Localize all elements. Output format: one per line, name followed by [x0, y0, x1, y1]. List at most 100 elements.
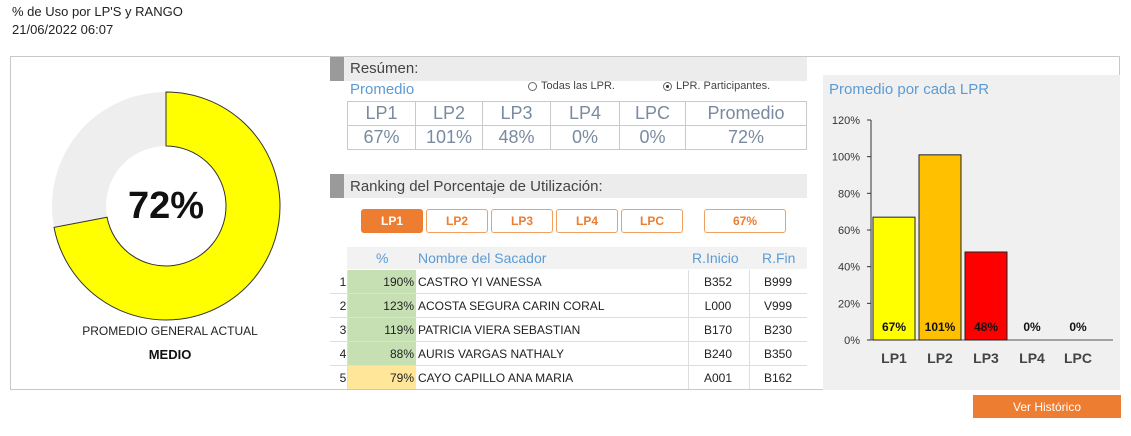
- table-row[interactable]: 5 79% CAYO CAPILLO ANA MARIA A001 B162: [330, 366, 807, 390]
- row-inicio: B240: [703, 347, 733, 361]
- col-lp2: LP2: [415, 101, 483, 126]
- y-tick-label: 120%: [832, 115, 860, 127]
- section-marker: [330, 57, 344, 81]
- radio-participants-label: LPR. Participantes.: [676, 80, 771, 92]
- table-row[interactable]: 1 190% CASTRO YI VANESSA B352 B999: [330, 270, 807, 294]
- tab-lpc[interactable]: LPC: [621, 209, 683, 233]
- row-fin: V999: [763, 299, 793, 313]
- radio-participants[interactable]: LPR. Participantes.: [663, 80, 770, 92]
- row-fin: B230: [763, 323, 793, 337]
- row-percent: 190%: [348, 270, 416, 293]
- row-percent: 123%: [348, 294, 416, 317]
- tab-value: 67%: [704, 209, 786, 233]
- table-row[interactable]: 2 123% ACOSTA SEGURA CARIN CORAL L000 V9…: [330, 294, 807, 318]
- column-divider: [347, 270, 348, 389]
- val-lp4: 0%: [550, 125, 620, 150]
- row-inicio: L000: [704, 299, 732, 313]
- row-number: 2: [339, 299, 347, 313]
- tab-lp1[interactable]: LP1: [361, 209, 423, 233]
- row-name: AURIS VARGAS NATHALY: [418, 347, 565, 361]
- y-tick-label: 80%: [838, 188, 860, 200]
- report-datetime: 21/06/2022 06:07: [12, 22, 114, 37]
- bar-value-label: 0%: [1023, 320, 1041, 334]
- tab-lp2[interactable]: LP2: [426, 209, 488, 233]
- col-fin: R.Fin: [762, 250, 796, 266]
- col-lp3: LP3: [482, 101, 551, 126]
- donut-fill: [53, 91, 281, 321]
- row-number: 4: [339, 347, 347, 361]
- chart-title: Promedio por cada LPR: [829, 81, 990, 98]
- column-divider: [688, 270, 689, 389]
- x-tick-label: LPC: [1064, 350, 1092, 366]
- col-lp1: LP1: [347, 101, 416, 126]
- resumen-subtitle: Promedio: [350, 81, 415, 98]
- row-fin: B350: [763, 347, 793, 361]
- y-tick-label: 0%: [844, 335, 860, 347]
- ranking-title: Ranking del Porcentaje de Utilización:: [350, 178, 603, 195]
- row-name: CAYO CAPILLO ANA MARIA: [418, 371, 574, 385]
- y-tick-label: 100%: [832, 152, 860, 164]
- bar-value-label: 0%: [1069, 320, 1087, 334]
- bar-lp1: [872, 216, 916, 341]
- bar-lp3: [964, 251, 1008, 341]
- col-lpc: LPC: [619, 101, 686, 126]
- row-inicio: A001: [703, 371, 733, 385]
- val-lp1: 67%: [347, 125, 416, 150]
- ranking-header: Ranking del Porcentaje de Utilización:: [330, 174, 807, 198]
- resumen-title: Resúmen:: [350, 60, 419, 77]
- ranking-table-header: [347, 247, 807, 269]
- bar-chart: 0% 20% 40% 60% 80% 100% 120% 67% LP1 101% LP2 48% LP…: [832, 115, 1113, 366]
- y-tick-label: 40%: [838, 262, 860, 274]
- radio-all-lpr[interactable]: Todas las LPR.: [528, 80, 615, 92]
- row-percent: 79%: [348, 366, 416, 389]
- row-number: 1: [339, 275, 347, 289]
- row-name: CASTRO YI VANESSA: [418, 275, 542, 289]
- bar-value-label: 48%: [974, 320, 998, 334]
- donut-track: [51, 92, 166, 228]
- general-label: PROMEDIO GENERAL ACTUAL: [82, 324, 258, 338]
- val-lp3: 48%: [482, 125, 551, 150]
- row-number: 3: [339, 323, 347, 337]
- x-tick-label: LP4: [1019, 350, 1045, 366]
- col-pct: %: [376, 250, 389, 266]
- x-tick-label: LP3: [973, 350, 999, 366]
- col-lp4: LP4: [550, 101, 620, 126]
- tab-lp3[interactable]: LP3: [491, 209, 553, 233]
- tab-lp4[interactable]: LP4: [556, 209, 618, 233]
- column-divider: [749, 270, 750, 389]
- bar-value-label: 67%: [882, 320, 906, 334]
- general-level: MEDIO: [148, 347, 192, 362]
- view-history-button[interactable]: Ver Histórico: [973, 395, 1121, 418]
- row-fin: B999: [763, 275, 793, 289]
- general-percent: 72%: [127, 184, 205, 227]
- row-name: PATRICIA VIERA SEBASTIAN: [418, 323, 581, 337]
- x-tick-label: LP2: [927, 350, 953, 366]
- row-percent: 119%: [348, 318, 416, 341]
- table-row[interactable]: 3 119% PATRICIA VIERA SEBASTIAN B170 B23…: [330, 318, 807, 342]
- col-name: Nombre del Sacador: [418, 250, 547, 266]
- row-inicio: B352: [703, 275, 733, 289]
- page-title: % de Uso por LP'S y RANGO: [12, 4, 183, 19]
- resumen-header: Resúmen:: [330, 57, 807, 81]
- y-tick-label: 20%: [838, 298, 860, 310]
- y-tick-label: 60%: [838, 225, 860, 237]
- x-tick-label: LP1: [881, 350, 907, 366]
- radio-dot-off[interactable]: [528, 81, 537, 91]
- general-donut-chart: [51, 91, 281, 321]
- row-name: ACOSTA SEGURA CARIN CORAL: [418, 299, 605, 313]
- table-row[interactable]: 4 88% AURIS VARGAS NATHALY B240 B350: [330, 342, 807, 366]
- row-number: 5: [339, 371, 347, 385]
- row-inicio: B170: [703, 323, 733, 337]
- row-percent: 88%: [348, 342, 416, 365]
- section-marker: [330, 174, 344, 198]
- bar-value-label: 101%: [925, 320, 956, 334]
- radio-dot-on[interactable]: [663, 81, 672, 91]
- resumen-table: LP1 LP2 LP3 LP4 LPC Promedio 67% 101% 48…: [347, 101, 807, 150]
- val-lp2: 101%: [415, 125, 483, 150]
- bar-lp2: [918, 154, 962, 341]
- col-inicio: R.Inicio: [692, 250, 739, 266]
- col-promedio: Promedio: [685, 101, 807, 126]
- row-fin: B162: [763, 371, 793, 385]
- val-lpc: 0%: [619, 125, 686, 150]
- val-promedio: 72%: [685, 125, 807, 150]
